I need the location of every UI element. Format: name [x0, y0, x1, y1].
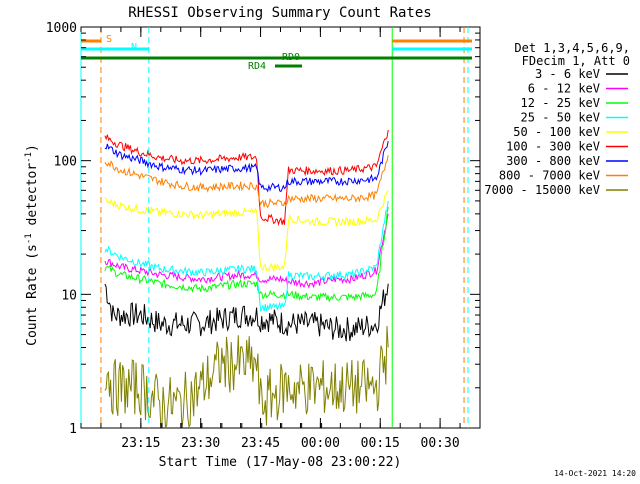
segment-label-rd4: RD4: [248, 61, 266, 72]
series-line-8: [104, 155, 389, 209]
legend-label-3: 12 - 25 keV: [521, 96, 600, 110]
x-tick-label-6: 00:30: [421, 436, 460, 451]
flag-label-1: S: [106, 34, 112, 45]
segment-label-rd0: RD0: [282, 52, 300, 63]
series-line-4: [104, 200, 389, 312]
y-axis-label: Count Rate (s-1 detector-1): [24, 144, 40, 346]
legend-label-2: 6 - 12 keV: [528, 82, 600, 96]
legend-label-1: 3 - 6 keV: [535, 67, 600, 81]
series-line-1: [104, 283, 389, 342]
legend-label-4: 25 - 50 keV: [521, 111, 600, 125]
series-line-6: [104, 129, 389, 227]
legend-header-line-2: FDecim 1, Att 0: [522, 54, 630, 68]
legend-label-5: 50 - 100 keV: [513, 125, 600, 139]
flag-label-2: N: [131, 42, 137, 53]
y-tick-label-1: 1: [69, 422, 77, 437]
legend-header-line-1: Det 1,3,4,5,6,9,: [514, 41, 630, 55]
series-line-3: [104, 206, 389, 303]
legend-label-7: 300 - 800 keV: [506, 154, 600, 168]
x-tick-label-3: 23:45: [241, 436, 280, 451]
y-tick-label-3: 100: [54, 155, 77, 170]
legend-label-8: 800 - 7000 keV: [499, 169, 600, 183]
series-line-9: [104, 325, 389, 429]
legend-label-9: 7000 - 15000 keV: [484, 183, 600, 197]
legend-label-6: 100 - 300 keV: [506, 140, 600, 154]
series-line-2: [104, 213, 389, 289]
x-tick-label-5: 00:15: [361, 436, 400, 451]
series-line-5: [104, 190, 389, 273]
x-tick-label-4: 00:00: [301, 436, 340, 451]
x-tick-label-2: 23:30: [181, 436, 220, 451]
footer-timestamp: 14-Oct-2021 14:20: [554, 469, 636, 478]
y-tick-label-4: 1000: [46, 21, 77, 36]
series-line-7: [104, 141, 389, 193]
x-axis-label: Start Time (17-May-08 23:00:22): [159, 455, 402, 470]
x-tick-label-1: 23:15: [121, 436, 160, 451]
y-tick-label-2: 10: [61, 288, 77, 303]
chart-title: RHESSI Observing Summary Count Rates: [128, 5, 431, 21]
